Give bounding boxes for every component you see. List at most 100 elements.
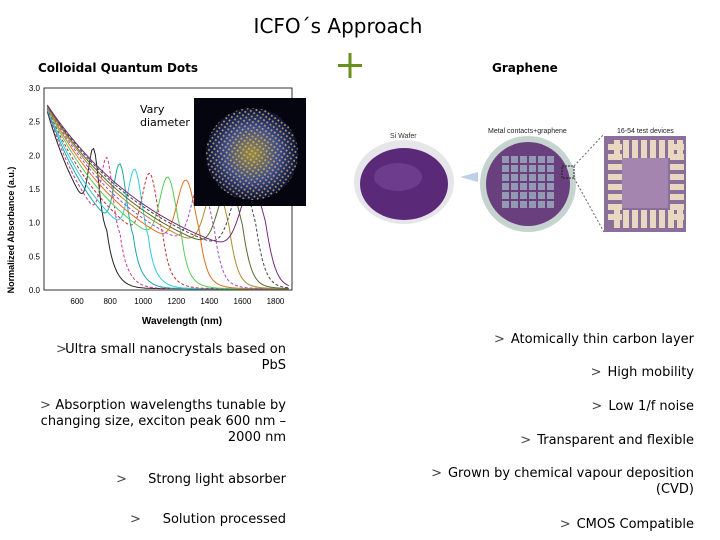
contact-pad (668, 140, 674, 158)
x-tick-label: 1200 (167, 297, 185, 306)
y-tick-label: 0.5 (29, 252, 41, 261)
chip-cell (511, 156, 518, 163)
absorbance-series-line (46, 105, 289, 290)
chip-cell (502, 183, 509, 190)
y-tick-label: 0.0 (29, 286, 41, 295)
chip-cell (511, 183, 518, 190)
chip-cell (511, 174, 518, 181)
right-bullet-1: > Atomically thin carbon layer (493, 332, 694, 347)
chip-cell (538, 201, 545, 208)
contact-pad (670, 184, 684, 190)
right-bullet-3: > Low 1/f noise (591, 399, 694, 414)
right-bullet-4: > Transparent and flexible (520, 433, 694, 448)
contact-pad (608, 164, 622, 170)
contact-pad (608, 184, 622, 190)
y-tick-label: 2.5 (29, 118, 41, 127)
contact-pad (632, 140, 638, 158)
absorbance-series-line (46, 105, 289, 289)
y-axis-label: Normalized Absorbance (a.u.) (6, 167, 16, 294)
contact-pad (659, 140, 665, 158)
contact-pad (608, 154, 622, 160)
chip-cell (520, 174, 527, 181)
graphene-device-photos: Si Wafer Metal contacts+graphene 16-54 t… (354, 128, 686, 233)
contact-pad (632, 210, 638, 228)
chip-cell (502, 192, 509, 199)
chip-cell (520, 156, 527, 163)
contact-pad (608, 194, 622, 200)
right-bullet-6: > CMOS Compatible (559, 517, 694, 532)
chip-cell (520, 201, 527, 208)
contact-pad (650, 140, 656, 158)
chip-cell (547, 174, 554, 181)
bullet-glyph: > (116, 472, 127, 487)
left-bullet-2: > Absorption wavelengths tunable by chan… (40, 398, 286, 445)
bullet-glyph: > (56, 342, 67, 357)
contact-pad (608, 174, 622, 180)
plus-icon (338, 53, 362, 78)
qd-image-label: Vary diameter (140, 103, 190, 129)
x-axis-label: Wavelength (nm) (142, 316, 222, 327)
right-heading: Graphene (492, 61, 558, 75)
chip-cell (538, 156, 545, 163)
right-bullet-2: > High mobility (590, 365, 694, 380)
left-bullet-4: > Solution processed (130, 512, 286, 527)
bullet-glyph: > (40, 398, 51, 413)
chip-cell (529, 156, 536, 163)
chip-cell (547, 156, 554, 163)
contact-pad (608, 204, 622, 210)
chip-cell (538, 165, 545, 172)
y-tick-label: 1.0 (29, 219, 41, 228)
chip-cell (502, 156, 509, 163)
chip-cell (502, 201, 509, 208)
chip-cell (529, 201, 536, 208)
chip-cell (547, 165, 554, 172)
chip-label: Metal contacts+graphene (488, 128, 567, 135)
contact-pad (670, 164, 684, 170)
y-tick-label: 1.5 (29, 185, 41, 194)
slide-title: ICFO´s Approach (253, 14, 423, 38)
chip-cell (502, 174, 509, 181)
contact-pad (670, 214, 684, 220)
chip-cell (520, 183, 527, 190)
contact-pad (623, 210, 629, 228)
chip-cell (520, 165, 527, 172)
devices-label: 16-54 test devices (617, 128, 674, 135)
x-tick-label: 1600 (234, 297, 252, 306)
absorbance-series-line (46, 106, 289, 290)
chip-cell (547, 183, 554, 190)
contact-pad (677, 140, 683, 158)
absorbance-series-line (46, 105, 289, 290)
x-tick-label: 800 (103, 297, 117, 306)
contact-pad (641, 210, 647, 228)
chip-cell (529, 183, 536, 190)
contact-pad (623, 140, 629, 158)
chip-cell (511, 192, 518, 199)
contact-pad (608, 214, 622, 220)
contact-pad (670, 174, 684, 180)
chip-cell (547, 201, 554, 208)
left-bullet-1: > Ultra small nanocrystals based on PbS (56, 342, 286, 373)
chip-cell (502, 165, 509, 172)
contact-pad (650, 210, 656, 228)
x-tick-label: 600 (70, 297, 84, 306)
x-tick-label: 1000 (134, 297, 152, 306)
left-heading: Colloidal Quantum Dots (38, 61, 199, 75)
chip-cell (538, 183, 545, 190)
absorbance-series-line (46, 110, 289, 290)
chip-cell (538, 174, 545, 181)
contact-pad (608, 144, 622, 150)
right-bullet-5: > Grown by chemical vapour deposition (CV… (431, 466, 694, 497)
chip-cell (511, 165, 518, 172)
chart-ticks: 600 800 1000 1200 1400 1600 1800 0.0 0.5 1.0 1.5 2.… (29, 84, 285, 306)
chip-cell (547, 192, 554, 199)
x-tick-label: 1800 (267, 297, 285, 306)
contact-pad (659, 210, 665, 228)
contact-pad (641, 140, 647, 158)
y-tick-label: 2.0 (29, 151, 41, 160)
wafer-label: Si Wafer (390, 133, 417, 140)
y-tick-label: 3.0 (29, 84, 41, 93)
chip-cell (520, 192, 527, 199)
chip-cell (538, 192, 545, 199)
contact-pad (670, 204, 684, 210)
x-tick-label: 1400 (200, 297, 218, 306)
